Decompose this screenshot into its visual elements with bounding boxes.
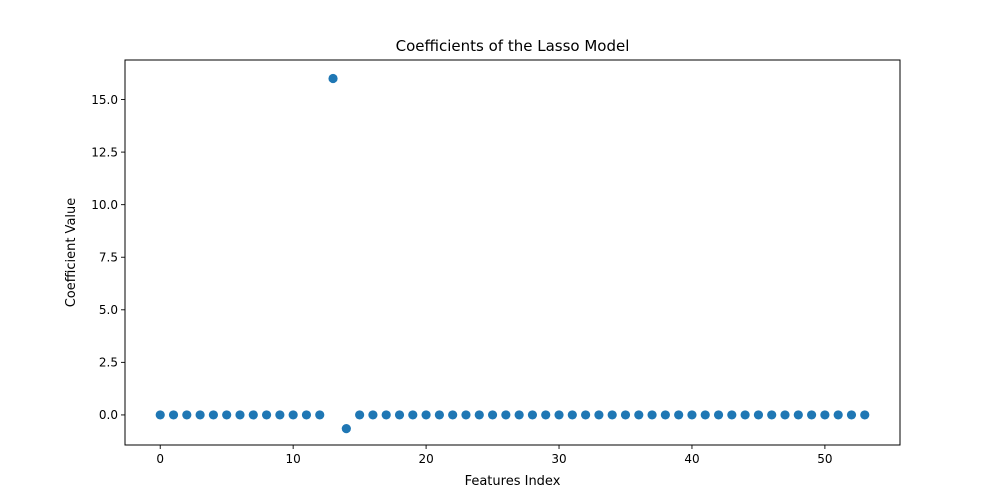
data-point — [195, 410, 205, 420]
data-point — [660, 410, 670, 420]
y-axis-label: Coefficient Value — [64, 198, 79, 308]
y-tick-label: 12.5 — [91, 145, 118, 159]
data-point — [182, 410, 192, 420]
data-point — [780, 410, 790, 420]
data-point — [687, 410, 697, 420]
x-tick-label: 10 — [286, 452, 301, 466]
data-point — [381, 410, 391, 420]
data-point — [581, 410, 591, 420]
data-point — [434, 410, 444, 420]
data-point — [248, 410, 258, 420]
data-point — [275, 410, 285, 420]
x-tick-label: 50 — [817, 452, 832, 466]
y-tick-label: 0.0 — [99, 408, 118, 422]
data-point — [315, 410, 325, 420]
data-point — [647, 410, 657, 420]
data-point — [222, 410, 232, 420]
data-points — [155, 73, 870, 434]
y-axis-ticks: 0.0 2.5 5.0 7.5 10.0 12.5 15.0 — [91, 93, 125, 422]
data-point — [355, 410, 365, 420]
y-tick-label: 2.5 — [99, 356, 118, 370]
data-point — [753, 410, 764, 420]
y-tick-label: 5.0 — [99, 303, 118, 317]
data-point — [567, 410, 577, 420]
data-point — [501, 410, 511, 420]
data-point — [594, 410, 604, 420]
data-point — [514, 410, 524, 420]
data-point — [541, 410, 551, 420]
data-point — [807, 410, 817, 420]
y-tick-label: 7.5 — [99, 251, 118, 265]
data-point — [261, 410, 272, 420]
data-point — [634, 410, 644, 420]
x-axis-ticks: 0 10 20 30 40 50 — [156, 445, 833, 466]
data-point — [368, 410, 378, 420]
y-tick-label: 10.0 — [91, 198, 118, 212]
data-point — [394, 410, 405, 420]
data-point — [487, 410, 498, 420]
data-point — [820, 410, 830, 420]
x-axis-label: Features Index — [465, 474, 561, 489]
data-point — [208, 410, 218, 420]
data-point — [235, 410, 245, 420]
data-point — [421, 410, 431, 420]
data-point — [740, 410, 750, 420]
data-point — [860, 410, 870, 420]
data-point — [474, 410, 484, 420]
data-point — [727, 410, 737, 420]
plot-area-frame — [124, 59, 901, 446]
y-tick-label: 15.0 — [91, 93, 118, 107]
data-point — [620, 410, 631, 420]
data-point — [713, 410, 724, 420]
data-point — [341, 424, 351, 434]
data-point — [607, 410, 617, 420]
data-point — [288, 410, 298, 420]
x-tick-label: 20 — [418, 452, 433, 466]
data-point — [168, 410, 179, 420]
data-point — [793, 410, 803, 420]
data-point — [674, 410, 684, 420]
data-point — [155, 410, 165, 420]
data-point — [461, 410, 471, 420]
x-tick-label: 40 — [684, 452, 699, 466]
data-point — [846, 410, 857, 420]
data-point — [554, 410, 564, 420]
data-point — [700, 410, 710, 420]
data-point — [767, 410, 777, 420]
x-tick-label: 0 — [156, 452, 164, 466]
chart-title: Coefficients of the Lasso Model — [396, 37, 630, 55]
data-point — [448, 410, 458, 420]
data-point — [408, 410, 418, 420]
data-point — [527, 410, 538, 420]
x-tick-label: 30 — [551, 452, 566, 466]
data-point — [301, 410, 312, 420]
data-point — [328, 73, 338, 84]
data-point — [833, 410, 843, 420]
